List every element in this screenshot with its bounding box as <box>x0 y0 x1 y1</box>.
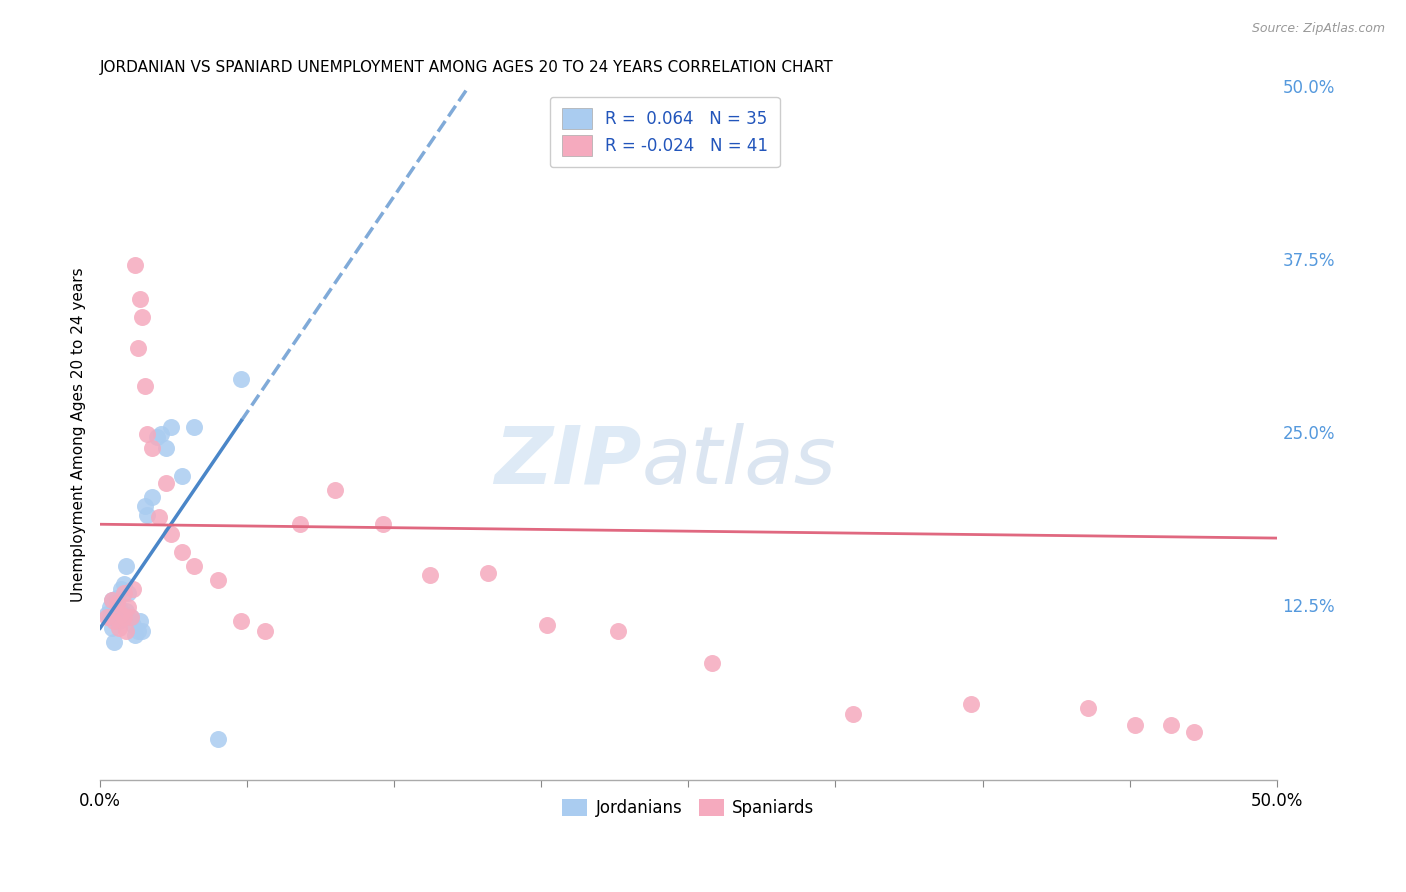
Point <box>101 593 124 607</box>
Point <box>207 731 229 746</box>
Point <box>155 475 177 490</box>
Point <box>159 527 181 541</box>
Point <box>183 420 205 434</box>
Text: Source: ZipAtlas.com: Source: ZipAtlas.com <box>1251 22 1385 36</box>
Point <box>959 697 981 711</box>
Point <box>105 607 128 622</box>
Point <box>108 621 131 635</box>
Point <box>172 545 194 559</box>
Text: JORDANIAN VS SPANIARD UNEMPLOYMENT AMONG AGES 20 TO 24 YEARS CORRELATION CHART: JORDANIAN VS SPANIARD UNEMPLOYMENT AMONG… <box>100 60 834 75</box>
Point <box>105 596 128 610</box>
Point <box>1182 724 1205 739</box>
Point <box>117 586 139 600</box>
Point <box>419 568 441 582</box>
Point <box>112 607 135 622</box>
Point <box>129 292 152 306</box>
Point <box>207 573 229 587</box>
Point <box>131 624 153 638</box>
Point <box>148 510 170 524</box>
Point <box>103 614 125 628</box>
Point <box>131 310 153 324</box>
Point <box>253 624 276 638</box>
Point <box>1160 718 1182 732</box>
Text: 12.5%: 12.5% <box>1282 599 1336 616</box>
Point <box>110 607 132 622</box>
Point <box>1077 701 1099 715</box>
Point <box>122 618 145 632</box>
Point <box>115 558 138 573</box>
Point <box>120 610 142 624</box>
Point <box>122 582 145 597</box>
Point <box>127 342 149 356</box>
Point <box>141 441 163 455</box>
Text: atlas: atlas <box>641 423 837 501</box>
Point <box>136 508 159 522</box>
Point <box>103 596 125 610</box>
Point <box>183 558 205 573</box>
Point <box>477 566 499 580</box>
Text: ZIP: ZIP <box>494 423 641 501</box>
Legend: Jordanians, Spaniards: Jordanians, Spaniards <box>555 792 821 824</box>
Point <box>231 372 253 386</box>
Point <box>145 430 167 444</box>
Point <box>110 610 132 624</box>
Point <box>98 600 121 615</box>
Point <box>105 591 128 605</box>
Point <box>606 624 628 638</box>
Point <box>231 614 253 628</box>
Point <box>115 604 138 618</box>
Y-axis label: Unemployment Among Ages 20 to 24 years: Unemployment Among Ages 20 to 24 years <box>72 267 86 601</box>
Point <box>124 259 146 273</box>
Point <box>115 624 138 638</box>
Point <box>117 600 139 615</box>
Point <box>155 441 177 455</box>
Point <box>325 483 347 497</box>
Point <box>103 635 125 649</box>
Point <box>98 610 121 624</box>
Point <box>134 500 156 514</box>
Point <box>288 517 311 532</box>
Point <box>842 706 865 721</box>
Point <box>112 610 135 624</box>
Point <box>110 582 132 597</box>
Point <box>108 614 131 628</box>
Point <box>1125 718 1147 732</box>
Point <box>141 490 163 504</box>
Point <box>536 618 558 632</box>
Point <box>136 427 159 442</box>
Point <box>96 607 118 622</box>
Point <box>101 621 124 635</box>
Text: 25.0%: 25.0% <box>1282 425 1336 443</box>
Point <box>127 624 149 638</box>
Point <box>159 420 181 434</box>
Point <box>700 656 723 670</box>
Point <box>150 427 173 442</box>
Point <box>112 586 135 600</box>
Point <box>129 614 152 628</box>
Point <box>96 610 118 624</box>
Text: 37.5%: 37.5% <box>1282 252 1336 270</box>
Point <box>112 576 135 591</box>
Point <box>172 468 194 483</box>
Point <box>134 379 156 393</box>
Point <box>101 593 124 607</box>
Point <box>371 517 394 532</box>
Point <box>120 610 142 624</box>
Text: 50.0%: 50.0% <box>1282 79 1334 97</box>
Point <box>124 628 146 642</box>
Point <box>108 600 131 615</box>
